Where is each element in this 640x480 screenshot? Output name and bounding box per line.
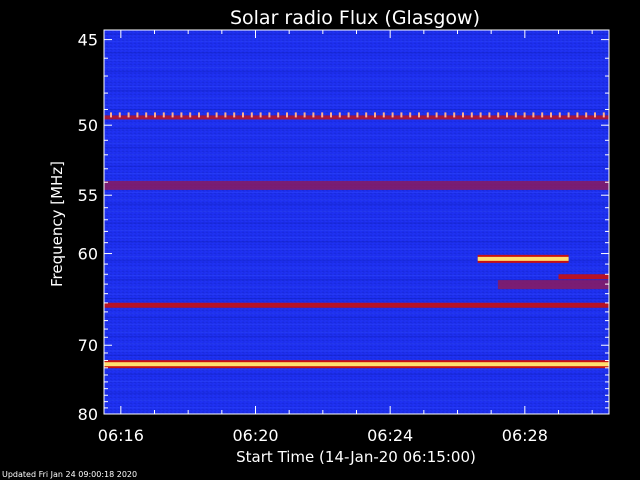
band-dot <box>391 112 394 118</box>
band-dot <box>321 112 324 118</box>
band-dot <box>162 112 165 118</box>
band-dot <box>532 112 535 118</box>
chart-title: Solar radio Flux (Glasgow) <box>230 7 480 29</box>
band-dot <box>453 112 456 118</box>
band-dot <box>303 112 306 118</box>
band-dot <box>382 112 385 118</box>
band-dot <box>198 112 200 118</box>
y-tick-label: 50 <box>78 116 98 135</box>
y-tick-label: 45 <box>78 31 98 50</box>
x-tick-label: 06:28 <box>502 426 548 445</box>
y-tick-label: 55 <box>78 186 98 205</box>
band-dot <box>602 112 605 118</box>
band-dot <box>541 112 544 118</box>
band-dot <box>171 112 174 118</box>
update-timestamp: Updated Fri Jan 24 09:00:18 2020 <box>2 470 138 479</box>
band-dot <box>374 112 376 118</box>
plot-area <box>104 30 609 414</box>
band-dot <box>145 112 148 118</box>
band-dot <box>356 112 359 118</box>
band-dot <box>215 112 218 118</box>
band-65-2 <box>104 302 609 308</box>
band-54-2 <box>104 180 609 190</box>
band-62-2 <box>558 274 609 280</box>
band-dot <box>347 112 350 118</box>
band-dot <box>180 112 183 118</box>
band-dot <box>189 112 192 118</box>
band-dot <box>224 112 227 118</box>
y-tick-label: 80 <box>78 405 98 424</box>
band-dot <box>426 112 429 118</box>
band-dot <box>312 112 315 118</box>
band-dot <box>506 112 508 118</box>
band-dot <box>268 112 271 118</box>
band-dot <box>523 112 526 118</box>
band-dot <box>250 112 253 118</box>
y-axis-label: Frequency [MHz] <box>48 161 66 287</box>
band-dot <box>365 112 368 118</box>
x-tick-label: 06:16 <box>98 426 144 445</box>
band-dot <box>294 112 297 118</box>
band-72-5 <box>104 362 609 367</box>
band-dot <box>585 112 588 118</box>
band-dot <box>400 112 403 118</box>
band-dot <box>330 112 332 118</box>
band-dot <box>154 112 156 118</box>
bands-layer <box>104 112 609 369</box>
band-dot <box>470 112 473 118</box>
band-63 <box>497 280 609 290</box>
band-dot <box>409 112 412 118</box>
band-dot <box>127 112 130 118</box>
band-dot <box>110 112 112 118</box>
band-dot <box>558 112 561 118</box>
band-dot <box>338 112 341 118</box>
band-dot <box>550 112 552 118</box>
band-dot <box>576 112 579 118</box>
y-tick-label: 70 <box>78 336 98 355</box>
x-tick-label: 06:20 <box>232 426 278 445</box>
band-dot <box>242 112 244 118</box>
band-dot <box>567 112 570 118</box>
band-dot <box>488 112 491 118</box>
band-dot <box>136 112 139 118</box>
band-dot <box>418 112 420 118</box>
band-dot <box>444 112 447 118</box>
x-axis-label: Start Time (14-Jan-20 06:15:00) <box>236 448 476 466</box>
band-dot <box>497 112 500 118</box>
band-dot <box>479 112 482 118</box>
band-dot <box>462 112 464 118</box>
band-60-5 <box>477 256 569 261</box>
plot-noise <box>104 30 609 414</box>
band-dot <box>594 112 596 118</box>
band-dot <box>286 112 288 118</box>
y-tick-label: 60 <box>78 245 98 264</box>
band-dot <box>435 112 438 118</box>
band-dot <box>259 112 262 118</box>
band-dot <box>277 112 280 118</box>
x-axis: 06:16 06:20 06:24 06:28 <box>98 30 593 445</box>
band-dot <box>206 112 209 118</box>
band-dot <box>233 112 236 118</box>
band-dot <box>514 112 517 118</box>
y-axis: 45 50 55 60 70 80 <box>78 31 609 424</box>
x-tick-label: 06:24 <box>367 426 413 445</box>
band-dot <box>118 112 121 118</box>
